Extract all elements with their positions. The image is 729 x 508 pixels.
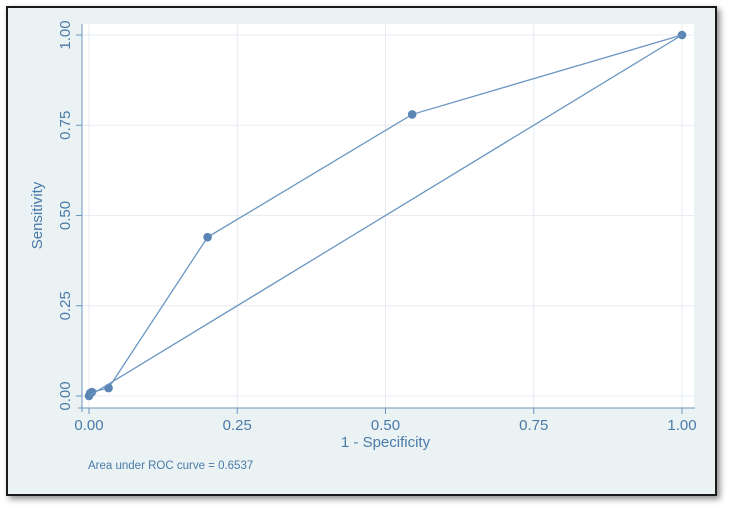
auc-annotation: Area under ROC curve = 0.6537 [88, 460, 253, 472]
x-tick-label: 0.00 [74, 417, 103, 434]
x-axis-title: 1 - Specificity [341, 434, 431, 451]
axes [78, 24, 695, 412]
chart-frame: 0.00 0.25 0.50 0.75 1.00 0.00 0.25 0.50 0.75 1.0… [6, 6, 717, 496]
x-tick-label: 0.25 [223, 417, 252, 434]
roc-point [87, 387, 97, 397]
y-axis-title: Sensitivity [29, 181, 46, 249]
roc-point [407, 110, 417, 119]
y-tick-label: 0.75 [57, 111, 74, 140]
x-tick-label: 0.50 [371, 417, 400, 434]
y-tick-label: 0.25 [57, 291, 74, 320]
reference-diagonal-line [88, 34, 683, 397]
roc-point [104, 383, 113, 393]
x-axis-ticks: 0.00 0.25 0.50 0.75 1.00 [74, 408, 697, 434]
y-tick-label: 1.00 [57, 20, 74, 49]
roc-chart: 0.00 0.25 0.50 0.75 1.00 0.00 0.25 0.50 0.75 1.0… [29, 20, 697, 472]
y-tick-label: 0.00 [57, 381, 74, 410]
x-tick-label: 1.00 [667, 417, 696, 434]
y-tick-label: 0.50 [57, 201, 74, 230]
series-layer [84, 30, 687, 401]
roc-point [203, 232, 212, 242]
x-tick-label: 0.75 [519, 417, 548, 434]
y-axis-ticks: 0.00 0.25 0.50 0.75 1.00 [57, 20, 82, 411]
